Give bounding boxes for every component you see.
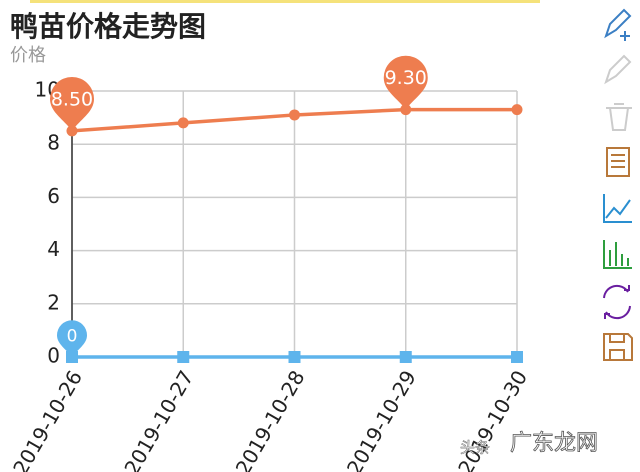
y-tick-label: 2 (47, 290, 60, 314)
toolbox (603, 8, 633, 361)
y-tick-label: 8 (47, 131, 60, 155)
tool-restore[interactable] (603, 284, 631, 320)
watermark: 头条 (460, 439, 490, 457)
mark-pin (50, 77, 94, 131)
mark-pin (57, 320, 87, 357)
tool-data-view[interactable] (606, 147, 630, 177)
tool-clear[interactable] (606, 103, 632, 131)
mark-pin (383, 55, 428, 110)
data-point (511, 104, 523, 116)
mark-pin-label: 9.30 (385, 67, 427, 89)
y-axis-label: 价格 (10, 45, 46, 66)
y-tick-label: 6 (47, 184, 60, 208)
chart-title: 鸭苗价格走势图 (10, 10, 206, 43)
y-tick-label: 0 (47, 344, 60, 368)
data-point (289, 109, 300, 121)
mark-pin-label: 0 (67, 326, 78, 346)
data-point (288, 351, 301, 363)
tool-bar[interactable] (603, 240, 632, 269)
tool-line[interactable] (603, 194, 632, 223)
tool-save[interactable] (603, 333, 633, 361)
data-point (399, 351, 412, 363)
data-point (177, 351, 190, 363)
tool-undo[interactable] (604, 54, 632, 85)
watermark: 广东龙网 (510, 431, 598, 456)
top-stripe (30, 0, 540, 3)
mark-pin-label: 8.50 (51, 89, 93, 111)
data-point (511, 351, 523, 363)
data-point (177, 117, 189, 129)
y-tick-label: 4 (47, 237, 60, 261)
tool-mark[interactable] (604, 8, 632, 41)
